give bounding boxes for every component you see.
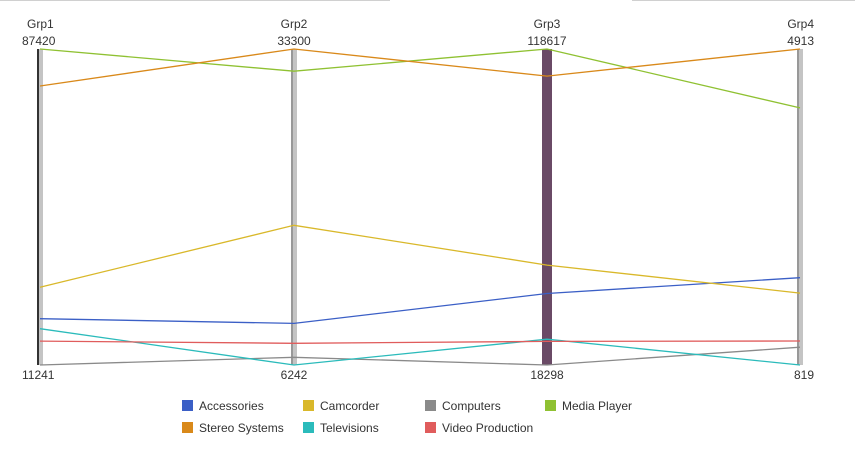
axis-name-grp3: Grp3 (534, 17, 561, 31)
axis-bar-grp3 (542, 49, 552, 365)
axes-layer (37, 49, 803, 365)
axis-max-label-grp4: 4913 (787, 34, 814, 48)
axis-min-label-grp3: 18298 (530, 368, 564, 382)
top-rule-right (632, 0, 855, 1)
axis-min-label-grp4: 819 (794, 368, 814, 382)
legend-item-camcorder[interactable]: Camcorder (303, 399, 379, 413)
axis-max-label-grp1: 87420 (22, 34, 56, 48)
legend-label-stereo-systems: Stereo Systems (199, 421, 284, 435)
series-line-televisions[interactable] (39, 328, 801, 366)
legend-swatch-computers (425, 400, 436, 411)
series-lines-layer (39, 48, 801, 366)
series-line-video-production[interactable] (39, 340, 801, 344)
axis-max-label-grp2: 33300 (277, 34, 311, 48)
legend-item-televisions[interactable]: Televisions (303, 421, 379, 435)
legend-swatch-stereo-systems (182, 422, 193, 433)
top-rule-left (0, 0, 390, 1)
series-line-camcorder[interactable] (39, 224, 801, 294)
axis-name-grp1: Grp1 (27, 17, 54, 31)
legend-item-video-production[interactable]: Video Production (425, 421, 533, 435)
series-line-accessories[interactable] (39, 277, 801, 325)
series-line-stereo-systems[interactable] (39, 48, 801, 87)
axis-name-grp2: Grp2 (281, 17, 308, 31)
legend-item-accessories[interactable]: Accessories (182, 399, 264, 413)
axis-max-label-grp3: 118617 (527, 34, 566, 48)
axis-min-label-grp2: 6242 (281, 368, 308, 382)
axis-bar-grp2 (291, 49, 297, 365)
legend-label-accessories: Accessories (199, 399, 264, 413)
legend-swatch-video-production (425, 422, 436, 433)
legend-swatch-televisions (303, 422, 314, 433)
legend-item-computers[interactable]: Computers (425, 399, 501, 413)
legend: Accessories Camcorder Computers Media Playe… (182, 399, 632, 435)
legend-label-video-production: Video Production (442, 421, 533, 435)
series-line-media-player[interactable] (39, 48, 801, 109)
legend-label-televisions: Televisions (320, 421, 379, 435)
legend-item-media-player[interactable]: Media Player (545, 399, 632, 413)
legend-swatch-accessories (182, 400, 193, 411)
legend-label-camcorder: Camcorder (320, 399, 379, 413)
axis-min-label-grp1: 11241 (22, 368, 55, 382)
axis-name-grp4: Grp4 (787, 17, 814, 31)
legend-item-stereo-systems[interactable]: Stereo Systems (182, 421, 284, 435)
legend-label-computers: Computers (442, 399, 501, 413)
axis-bar-grp1 (37, 49, 43, 365)
axis-bar-grp4 (797, 49, 803, 365)
legend-label-media-player: Media Player (562, 399, 632, 413)
legend-swatch-camcorder (303, 400, 314, 411)
axis-labels-layer: Grp1 87420 11241 Grp2 33300 6242 Grp3 118617 182… (22, 17, 814, 382)
legend-swatch-media-player (545, 400, 556, 411)
series-line-computers[interactable] (39, 346, 801, 366)
